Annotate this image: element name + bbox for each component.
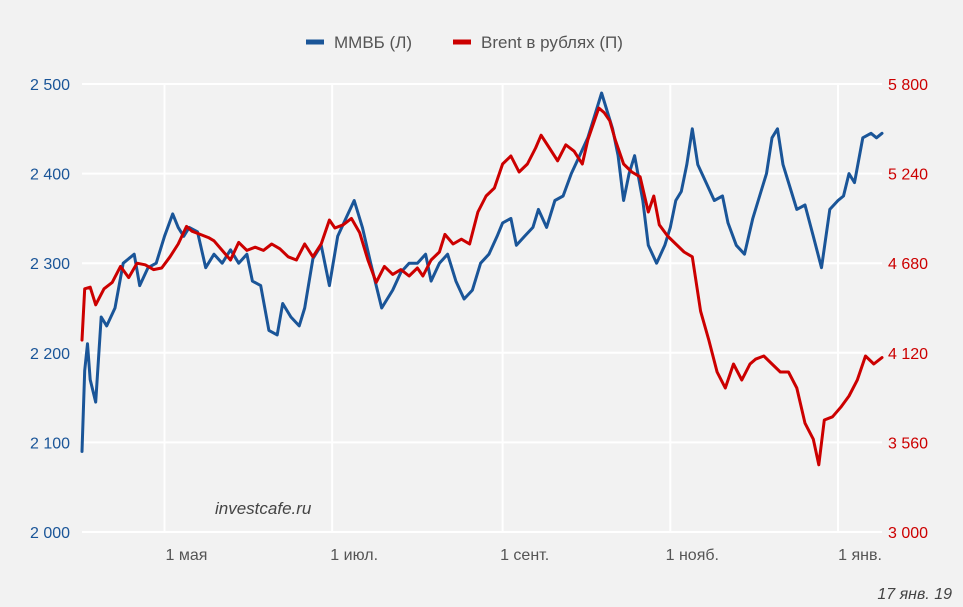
x-tick-label: 1 янв.: [838, 547, 882, 564]
y-axis-right: 3 000 3 560 4 120 4 680 5 240 5 800: [888, 77, 928, 542]
y-right-tick-label: 3 560: [888, 435, 928, 452]
legend: ММВБ (Л) Brent в рублях (П): [306, 33, 623, 52]
x-tick-label: 1 мая: [166, 547, 208, 564]
y-axis-left: 2 000 2 100 2 200 2 300 2 400 2 500: [30, 77, 70, 542]
y-right-tick-label: 4 680: [888, 256, 928, 273]
x-tick-label: 1 сент.: [500, 547, 549, 564]
y-right-tick-label: 5 800: [888, 77, 928, 94]
series-line-mmvb: [80, 91, 884, 453]
y-left-tick-label: 2 100: [30, 435, 70, 452]
x-tick-label: 1 нояб.: [666, 547, 719, 564]
y-left-tick-label: 2 300: [30, 256, 70, 273]
series-lines: [80, 91, 884, 467]
y-left-tick-label: 2 000: [30, 525, 70, 542]
x-tick-label: 1 июл.: [330, 547, 378, 564]
y-left-tick-label: 2 500: [30, 77, 70, 94]
y-right-tick-label: 3 000: [888, 525, 928, 542]
y-right-tick-label: 5 240: [888, 167, 928, 184]
series-line-brent: [80, 106, 884, 467]
date-stamp: 17 янв. 19: [877, 586, 952, 603]
y-left-tick-label: 2 200: [30, 346, 70, 363]
y-right-tick-label: 4 120: [888, 346, 928, 363]
y-left-tick-label: 2 400: [30, 167, 70, 184]
watermark: investcafe.ru: [215, 499, 312, 518]
x-axis: 1 мая 1 июл. 1 сент. 1 нояб. 1 янв.: [166, 547, 882, 564]
legend-label-brent: Brent в рублях (П): [481, 33, 623, 52]
legend-label-mmvb: ММВБ (Л): [334, 33, 412, 52]
grid-lines: [82, 83, 882, 533]
